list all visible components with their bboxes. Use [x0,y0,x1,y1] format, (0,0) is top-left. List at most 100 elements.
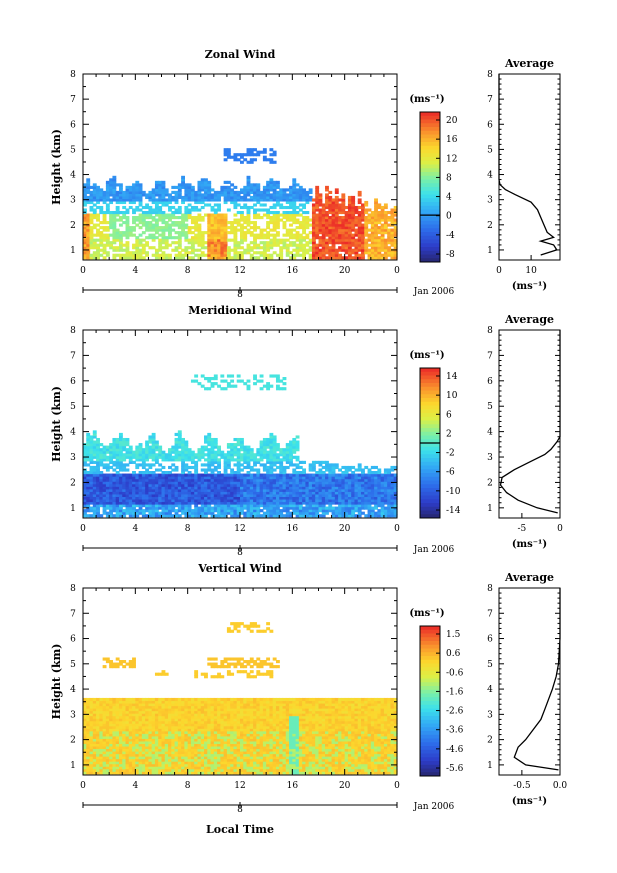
heatmap-cell [200,491,205,495]
heatmap-cell [233,205,238,210]
heatmap-cell [105,493,110,498]
heatmap-cell [262,188,267,192]
heatmap-cell [171,198,176,202]
heatmap-cell [99,188,104,192]
heatmap-cell [311,506,316,510]
heatmap-cell [292,218,297,222]
heatmap-cell [145,443,150,447]
heatmap-cell [338,501,342,505]
heatmap-cell [338,233,342,237]
heatmap-cell [279,248,284,252]
heatmap-cell [89,253,94,257]
heatmap-cell [102,504,107,508]
heatmap-cell [347,243,352,247]
heatmap-cell [89,730,94,734]
heatmap-cell [138,190,143,194]
heatmap-cell [83,233,87,237]
heatmap-cell [331,463,336,467]
heatmap-cell [109,506,114,510]
heatmap-cell [86,195,91,200]
heatmap-cell [190,195,195,200]
heatmap-cell [243,203,248,207]
heatmap-cell [262,213,267,217]
heatmap-cell [187,241,192,245]
heatmap-cell [269,455,274,459]
heatmap-cell [334,256,339,260]
heatmap-cell [351,248,356,252]
heatmap-cell [334,465,339,470]
heatmap-cell [272,463,277,467]
heatmap-cell [357,509,362,513]
heatmap-cell [168,256,172,260]
heatmap-cell [370,251,375,255]
heatmap-cell [370,256,375,260]
heatmap-cell [246,251,251,255]
heatmap-cell [171,493,176,498]
heatmap-cell [102,248,107,252]
heatmap-cell [213,213,218,217]
heatmap-cell [148,476,153,480]
heatmap-cell [171,205,176,210]
heatmap-cell [184,458,189,462]
heatmap-cell [341,483,346,487]
heatmap-cell [266,468,271,472]
heatmap-cell [256,198,261,202]
heatmap-cell [334,491,339,495]
heatmap-cell [370,509,375,513]
heatmap-cell [377,514,382,518]
heatmap-cell [331,488,336,492]
heatmap-cell [151,437,156,442]
heatmap-cell [83,200,87,205]
heatmap-cell [331,226,336,230]
heatmap-cell [256,200,261,205]
heatmap-cell [279,190,284,194]
heatmap-cell [361,238,365,242]
heatmap-cell [380,205,385,210]
heatmap-cell [331,233,336,237]
heatmap-cell [187,190,192,194]
heatmap-cell [164,216,169,220]
heatmap-cell [122,504,127,508]
heatmap-cell [213,473,218,477]
heatmap-cell [83,226,87,230]
heatmap-cell [321,203,326,207]
heatmap-cell [213,498,218,503]
heatmap-cell [285,228,290,232]
heatmap-cell [344,236,349,240]
heatmap-cell [210,188,215,192]
heatmap-cell [168,216,172,220]
heatmap-cell [197,488,202,492]
heatmap-cell [177,491,182,495]
heatmap-cell [328,509,333,513]
heatmap-cell [99,463,104,467]
heatmap-cell [334,210,339,215]
heatmap-cell [364,218,369,222]
heatmap-cell [122,501,127,505]
heatmap-cell [347,486,352,490]
heatmap-cell [138,248,143,252]
heatmap-cell [109,488,114,492]
heatmap-cell [243,455,248,459]
heatmap-cell [357,200,362,205]
heatmap-cell [220,226,225,230]
heatmap-cell [210,448,215,452]
heatmap-cell [145,448,150,452]
heatmap-cell [253,468,257,472]
heatmap-cell [266,506,271,510]
heatmap-cell [311,208,316,212]
heatmap-cell [233,488,238,492]
heatmap-cell [168,195,172,200]
heatmap-cell [347,506,352,510]
heatmap-cell [370,213,375,217]
heatmap-cell [141,493,146,498]
heatmap-cell [132,190,136,194]
heatmap-cell [213,216,218,220]
heatmap-cell [240,231,244,235]
heatmap-cell [89,738,94,742]
heatmap-cell [334,213,339,217]
heatmap-cell [92,745,97,750]
heatmap-cell [325,193,329,197]
heatmap-cell [285,188,290,192]
heatmap-cell [213,193,218,197]
